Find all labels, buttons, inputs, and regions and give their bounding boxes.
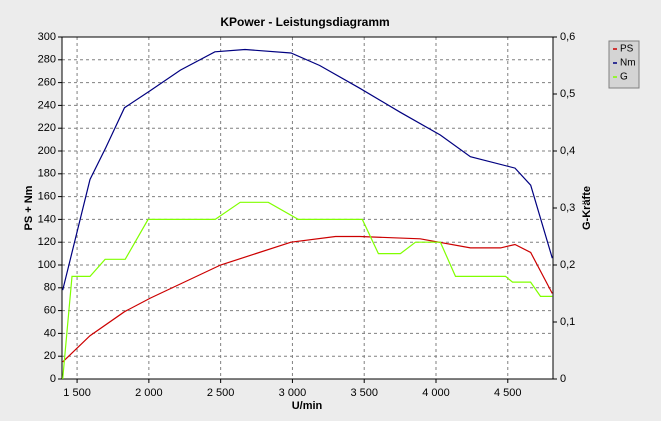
- y-tick-label: 80: [44, 282, 56, 294]
- chart-title: KPower - Leistungsdiagramm: [220, 15, 389, 29]
- y-tick-label: 160: [38, 191, 56, 203]
- x-tick-label: 4 500: [494, 387, 522, 399]
- y-tick-label: 140: [38, 213, 56, 225]
- series-line: [62, 48, 553, 291]
- plot-border: [61, 36, 554, 380]
- y2-tick-label: 0: [560, 373, 566, 385]
- y2-axis-label: G-Kräfte: [581, 186, 593, 230]
- y2-tick-label: 0,4: [560, 145, 575, 157]
- y2-tick-label: 0,3: [560, 202, 575, 214]
- y-tick-label: 60: [44, 305, 56, 317]
- y-tick-label: 20: [44, 350, 56, 362]
- x-tick-label: 1 500: [63, 387, 91, 399]
- plot-area: [62, 37, 553, 379]
- series-line: [62, 235, 553, 363]
- y-tick-label: 40: [44, 327, 56, 339]
- y-tick-label: 100: [38, 259, 56, 271]
- legend-label: G: [620, 72, 628, 83]
- y-tick-label: 280: [38, 54, 56, 66]
- y2-tick-label: 0,6: [560, 31, 575, 43]
- y-tick-label: 220: [38, 122, 56, 134]
- y-tick-label: 120: [38, 236, 56, 248]
- x-tick-label: 2 500: [207, 387, 235, 399]
- y-tick-label: 300: [38, 31, 56, 43]
- x-axis-label: U/min: [292, 400, 323, 412]
- x-tick-label: 4 000: [422, 387, 450, 399]
- x-tick-label: 3 500: [350, 387, 378, 399]
- legend-label: Nm: [620, 58, 636, 69]
- y2-tick-label: 0,5: [560, 88, 575, 100]
- y2-tick-label: 0,1: [560, 316, 575, 328]
- y-tick-label: 200: [38, 145, 56, 157]
- y-tick-label: 260: [38, 77, 56, 89]
- legend-label: PS: [620, 44, 634, 55]
- y-tick-label: 0: [50, 373, 56, 385]
- y2-tick-label: 0,2: [560, 259, 575, 271]
- x-tick-label: 3 000: [279, 387, 307, 399]
- y-axis-label: PS + Nm: [23, 185, 35, 230]
- x-tick-label: 2 000: [135, 387, 163, 399]
- y-tick-label: 180: [38, 168, 56, 180]
- series-line: [62, 201, 553, 380]
- y-tick-label: 240: [38, 99, 56, 111]
